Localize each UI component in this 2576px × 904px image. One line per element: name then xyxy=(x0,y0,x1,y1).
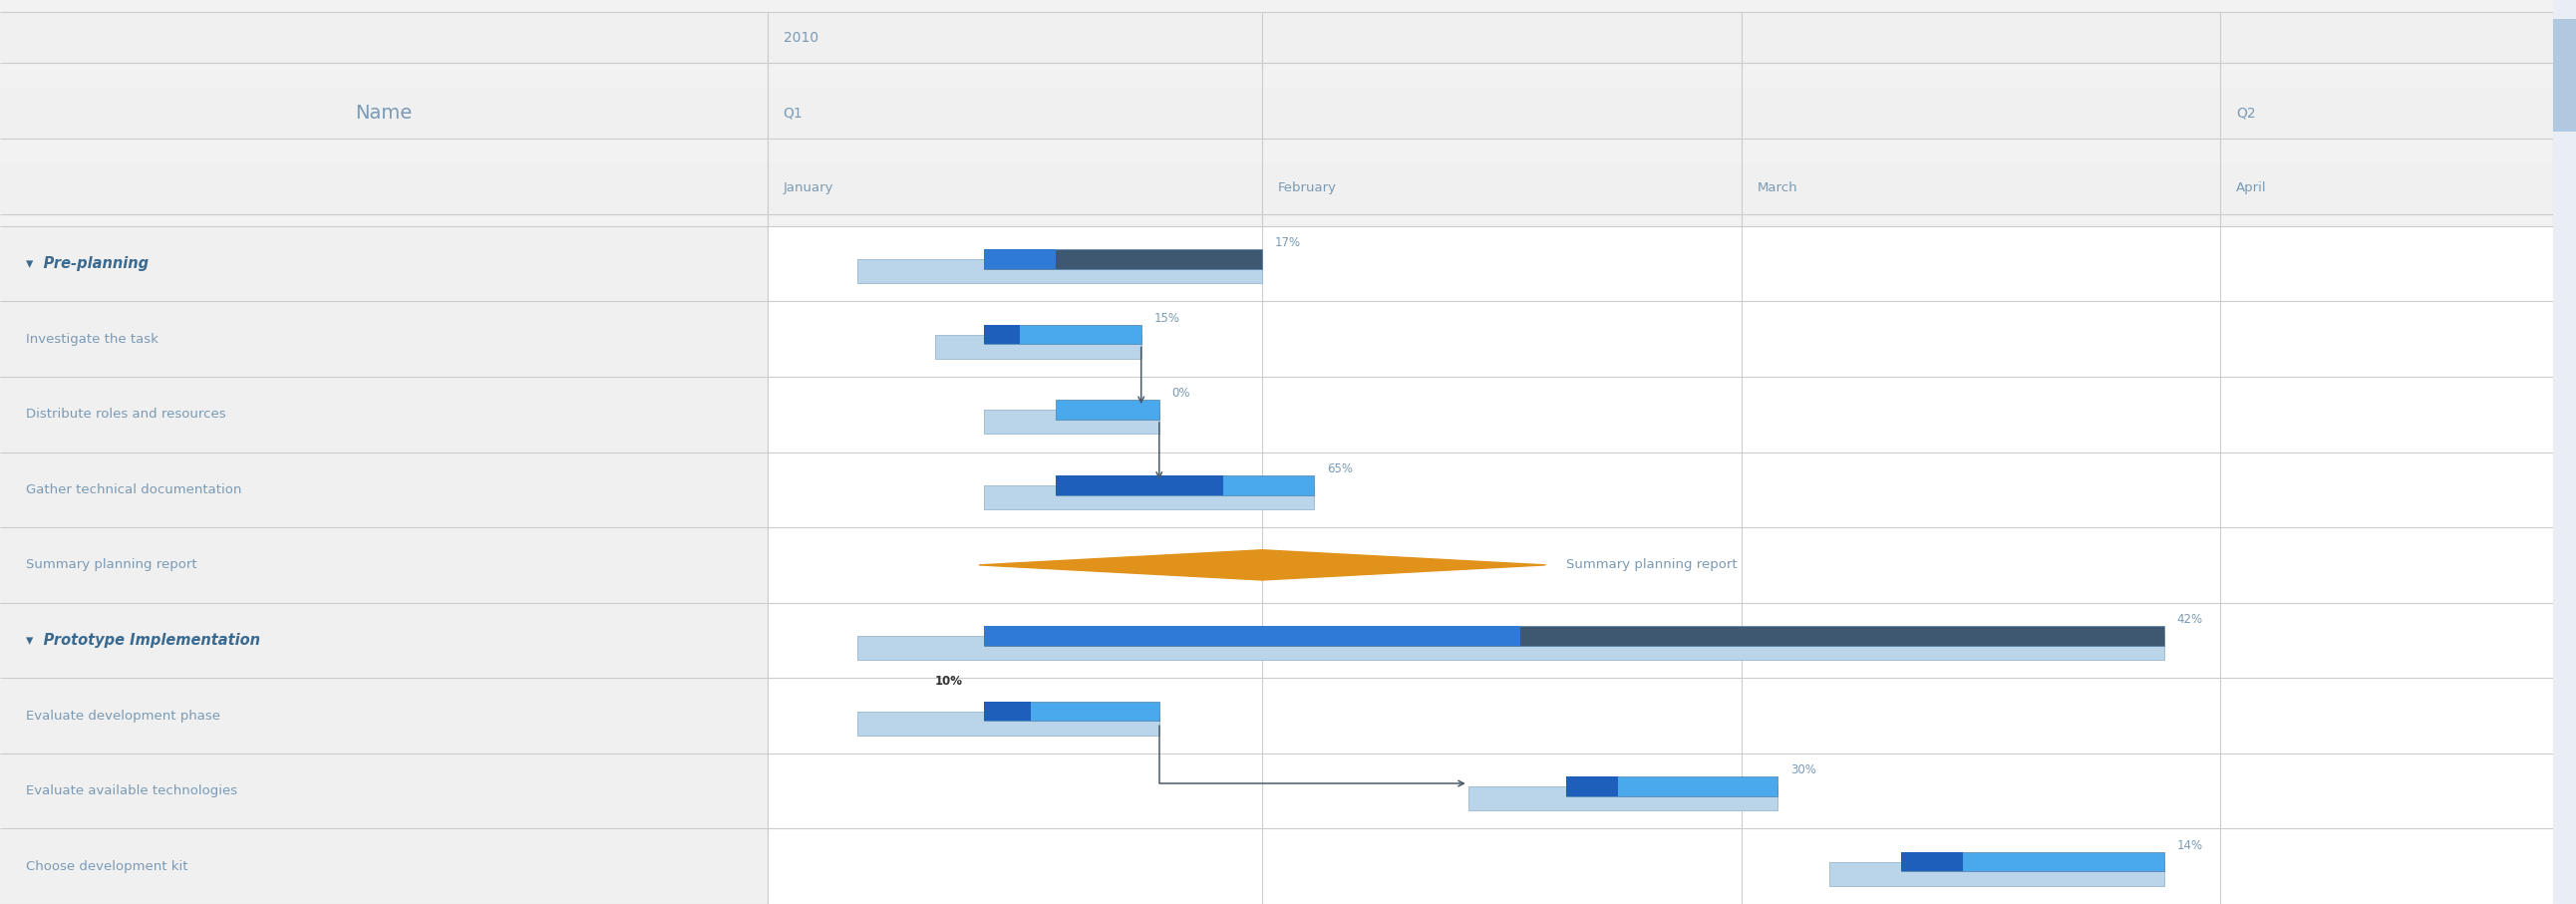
Text: Gather technical documentation: Gather technical documentation xyxy=(26,484,242,496)
Bar xyxy=(0,829,768,904)
Text: April: April xyxy=(2236,182,2267,194)
Text: Name: Name xyxy=(355,104,412,122)
Text: 65%: 65% xyxy=(1327,463,1352,476)
Bar xyxy=(858,711,1159,735)
Text: 14%: 14% xyxy=(2177,839,2202,852)
Bar xyxy=(0,226,768,301)
Text: Evaluate development phase: Evaluate development phase xyxy=(26,710,219,722)
Bar xyxy=(768,527,2553,603)
Bar xyxy=(0,753,768,829)
Bar xyxy=(984,626,1520,645)
Bar xyxy=(0,527,768,603)
Bar xyxy=(2553,19,2576,132)
Bar xyxy=(0,301,768,377)
Text: Q1: Q1 xyxy=(783,106,804,120)
Bar xyxy=(0,12,2553,63)
Bar xyxy=(935,334,1141,359)
Text: ▾  Prototype Implementation: ▾ Prototype Implementation xyxy=(26,633,260,648)
Text: 30%: 30% xyxy=(1790,764,1816,777)
Bar xyxy=(1056,476,1224,495)
Bar xyxy=(0,678,768,753)
Polygon shape xyxy=(979,550,1546,580)
Bar xyxy=(1566,777,1777,796)
Bar xyxy=(984,325,1020,344)
Bar xyxy=(984,325,1141,344)
Bar xyxy=(858,636,2164,660)
Bar xyxy=(768,301,2553,377)
Bar xyxy=(1468,786,1777,811)
Bar xyxy=(984,485,1314,509)
Bar xyxy=(1829,862,2164,886)
Bar xyxy=(0,452,768,527)
Text: 10%: 10% xyxy=(935,675,963,688)
Text: 2010: 2010 xyxy=(783,31,819,44)
Text: ▾  Pre-planning: ▾ Pre-planning xyxy=(26,256,149,271)
Bar xyxy=(768,452,2553,527)
Text: Summary planning report: Summary planning report xyxy=(26,559,196,571)
Text: 0%: 0% xyxy=(1172,387,1190,400)
Bar xyxy=(984,250,1056,269)
Bar xyxy=(0,163,2553,214)
Bar xyxy=(984,626,2164,645)
Bar xyxy=(984,410,1159,434)
Bar xyxy=(0,603,768,678)
Bar xyxy=(1901,852,1963,871)
Text: Summary planning report: Summary planning report xyxy=(1566,559,1736,571)
Text: 42%: 42% xyxy=(2177,613,2202,626)
Bar xyxy=(0,88,2553,138)
Bar xyxy=(984,250,1262,269)
Text: January: January xyxy=(783,182,835,194)
Bar xyxy=(768,603,2553,678)
Bar xyxy=(768,753,2553,829)
Bar xyxy=(2553,0,2576,904)
Bar xyxy=(0,377,768,452)
Text: February: February xyxy=(1278,182,1337,194)
Text: Q2: Q2 xyxy=(2236,106,2257,120)
Bar xyxy=(1056,476,1314,495)
Text: Distribute roles and resources: Distribute roles and resources xyxy=(26,408,227,420)
Text: 17%: 17% xyxy=(1275,237,1301,250)
Bar xyxy=(1901,852,2164,871)
Bar xyxy=(1566,777,1618,796)
Bar xyxy=(984,702,1159,721)
Text: Choose development kit: Choose development kit xyxy=(26,860,188,872)
Text: 15%: 15% xyxy=(1154,312,1180,325)
Text: Evaluate available technologies: Evaluate available technologies xyxy=(26,785,237,797)
Bar xyxy=(858,259,1262,283)
Bar xyxy=(1056,400,1159,419)
Bar xyxy=(768,829,2553,904)
Bar xyxy=(768,226,2553,301)
Text: March: March xyxy=(1757,182,1798,194)
Bar xyxy=(768,678,2553,753)
Bar xyxy=(984,702,1030,721)
Bar xyxy=(768,377,2553,452)
Text: Investigate the task: Investigate the task xyxy=(26,333,157,345)
